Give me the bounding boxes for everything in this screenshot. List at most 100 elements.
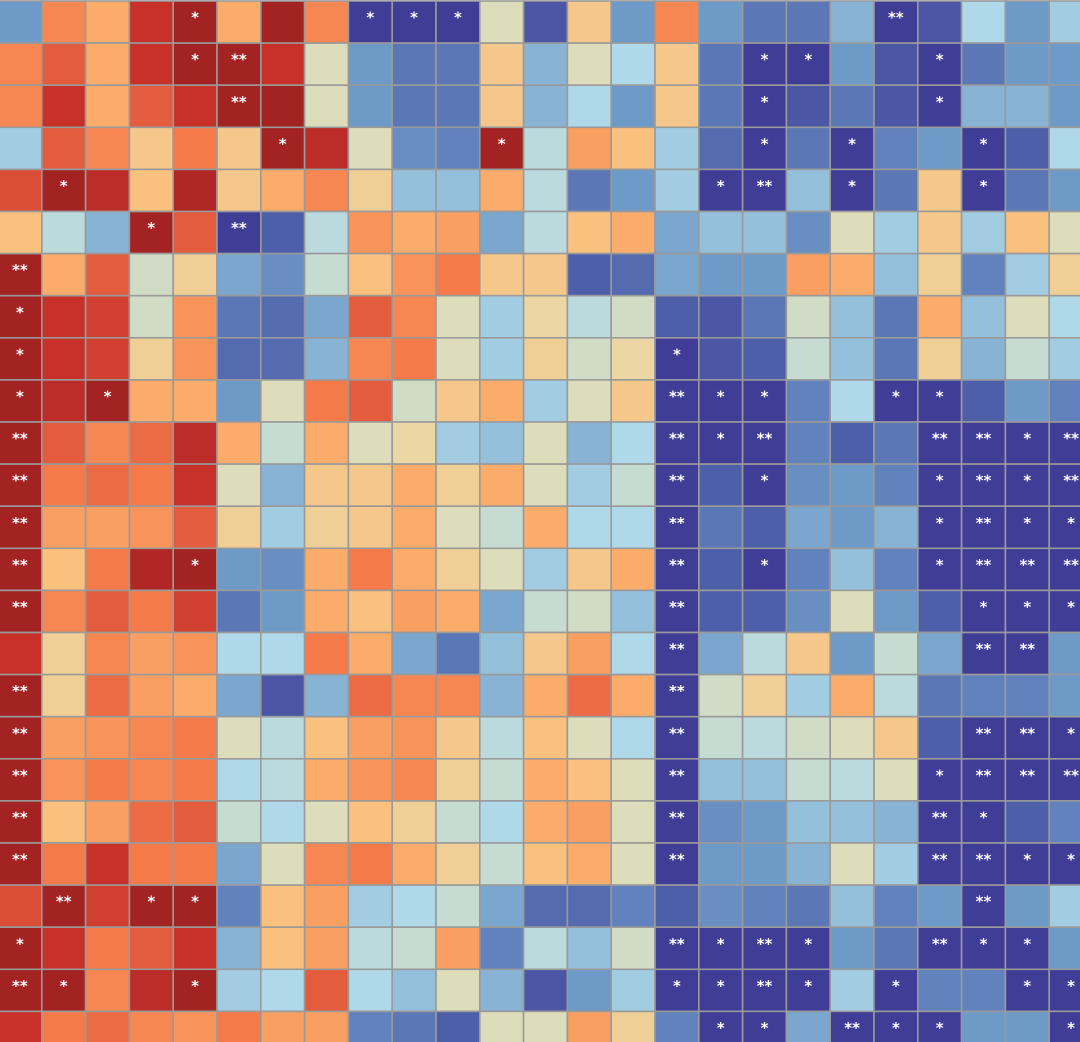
heatmap-cell bbox=[697, 42, 744, 86]
heatmap-cell bbox=[829, 715, 875, 760]
heatmap-cell bbox=[216, 884, 262, 928]
heatmap-cell bbox=[128, 42, 174, 86]
heatmap-cell bbox=[916, 42, 963, 86]
heatmap-cell bbox=[522, 252, 569, 297]
heatmap-cell bbox=[40, 210, 87, 255]
significance-label: * bbox=[892, 1019, 900, 1037]
heatmap-cell bbox=[435, 505, 481, 550]
heatmap-cell bbox=[522, 168, 569, 213]
significance-label: * bbox=[980, 598, 988, 616]
heatmap-cell bbox=[216, 126, 262, 171]
heatmap-cell bbox=[40, 84, 87, 129]
heatmap-cell bbox=[522, 884, 569, 928]
significance-label: ** bbox=[12, 598, 28, 616]
heatmap-cell bbox=[1048, 800, 1080, 844]
heatmap-cell bbox=[1004, 673, 1051, 718]
heatmap-cell bbox=[1048, 842, 1080, 886]
heatmap-cell bbox=[0, 1010, 43, 1042]
heatmap-cell bbox=[478, 421, 525, 465]
heatmap-cell bbox=[1048, 210, 1080, 255]
heatmap-cell bbox=[566, 336, 613, 381]
heatmap-cell bbox=[259, 757, 306, 802]
heatmap-cell bbox=[303, 800, 350, 844]
heatmap-cell bbox=[40, 126, 87, 171]
heatmap-cell bbox=[785, 547, 832, 592]
heatmap-cell bbox=[566, 294, 613, 339]
heatmap-cell bbox=[697, 336, 744, 381]
significance-label: * bbox=[147, 219, 155, 237]
heatmap-cell bbox=[741, 926, 788, 971]
heatmap-cell bbox=[785, 421, 832, 465]
heatmap-cell bbox=[40, 336, 87, 381]
heatmap-cell bbox=[259, 884, 306, 928]
heatmap-cell bbox=[566, 715, 613, 760]
heatmap-cell bbox=[435, 252, 481, 297]
heatmap-cell bbox=[128, 968, 174, 1013]
heatmap-cell bbox=[654, 1010, 700, 1042]
heatmap-cell bbox=[259, 715, 306, 760]
heatmap-cell bbox=[916, 126, 963, 171]
heatmap-cell bbox=[0, 757, 43, 802]
heatmap-cell bbox=[1004, 631, 1051, 676]
heatmap-cell bbox=[347, 757, 393, 802]
heatmap-cell bbox=[391, 336, 437, 381]
heatmap-cell bbox=[654, 168, 700, 213]
heatmap-cell bbox=[741, 168, 788, 213]
significance-label: ** bbox=[12, 851, 28, 869]
heatmap-cell bbox=[84, 126, 131, 171]
heatmap-cell bbox=[522, 42, 569, 86]
heatmap-cell bbox=[566, 421, 613, 465]
heatmap-cell bbox=[785, 168, 832, 213]
heatmap-cell bbox=[873, 800, 919, 844]
heatmap-cell bbox=[478, 0, 525, 44]
heatmap-cell bbox=[40, 294, 87, 339]
heatmap-cell bbox=[1048, 126, 1080, 171]
heatmap-cell bbox=[566, 210, 613, 255]
heatmap-cell bbox=[873, 421, 919, 465]
heatmap-cell bbox=[566, 505, 613, 550]
heatmap-cell bbox=[1048, 926, 1080, 971]
significance-label: * bbox=[936, 472, 944, 490]
heatmap-cell bbox=[741, 757, 788, 802]
significance-label: * bbox=[1023, 851, 1031, 869]
heatmap-cell bbox=[1004, 0, 1051, 44]
heatmap-cell bbox=[1004, 715, 1051, 760]
heatmap-cell bbox=[916, 968, 963, 1013]
heatmap-cell bbox=[128, 842, 174, 886]
heatmap-cell bbox=[522, 715, 569, 760]
heatmap-cell bbox=[259, 42, 306, 86]
heatmap-cell bbox=[610, 800, 656, 844]
significance-label: * bbox=[410, 9, 418, 27]
heatmap-cell bbox=[654, 631, 700, 676]
heatmap-cell bbox=[566, 84, 613, 129]
heatmap-cell bbox=[829, 800, 875, 844]
heatmap-cell bbox=[303, 294, 350, 339]
heatmap-cell bbox=[522, 673, 569, 718]
significance-label: * bbox=[16, 345, 24, 363]
heatmap-cell bbox=[741, 84, 788, 129]
heatmap-cell bbox=[478, 294, 525, 339]
heatmap-cell bbox=[741, 252, 788, 297]
heatmap-cell bbox=[216, 715, 262, 760]
heatmap-cell bbox=[785, 294, 832, 339]
heatmap-cell bbox=[873, 126, 919, 171]
heatmap-cell bbox=[478, 884, 525, 928]
heatmap-cell bbox=[347, 547, 393, 592]
heatmap-cell bbox=[347, 968, 393, 1013]
heatmap-cell bbox=[128, 379, 174, 423]
heatmap-cell bbox=[1004, 336, 1051, 381]
heatmap-cell bbox=[697, 168, 744, 213]
heatmap-cell bbox=[610, 0, 656, 44]
heatmap-cell bbox=[435, 336, 481, 381]
significance-label: ** bbox=[56, 893, 72, 911]
heatmap-cell bbox=[829, 336, 875, 381]
heatmap-cell bbox=[435, 800, 481, 844]
heatmap-cell bbox=[610, 126, 656, 171]
heatmap-cell bbox=[478, 631, 525, 676]
heatmap-cell bbox=[654, 42, 700, 86]
heatmap-cell bbox=[391, 884, 437, 928]
heatmap-cell bbox=[172, 800, 218, 844]
heatmap-cell bbox=[654, 926, 700, 971]
heatmap-cell bbox=[829, 294, 875, 339]
heatmap-cell bbox=[566, 842, 613, 886]
